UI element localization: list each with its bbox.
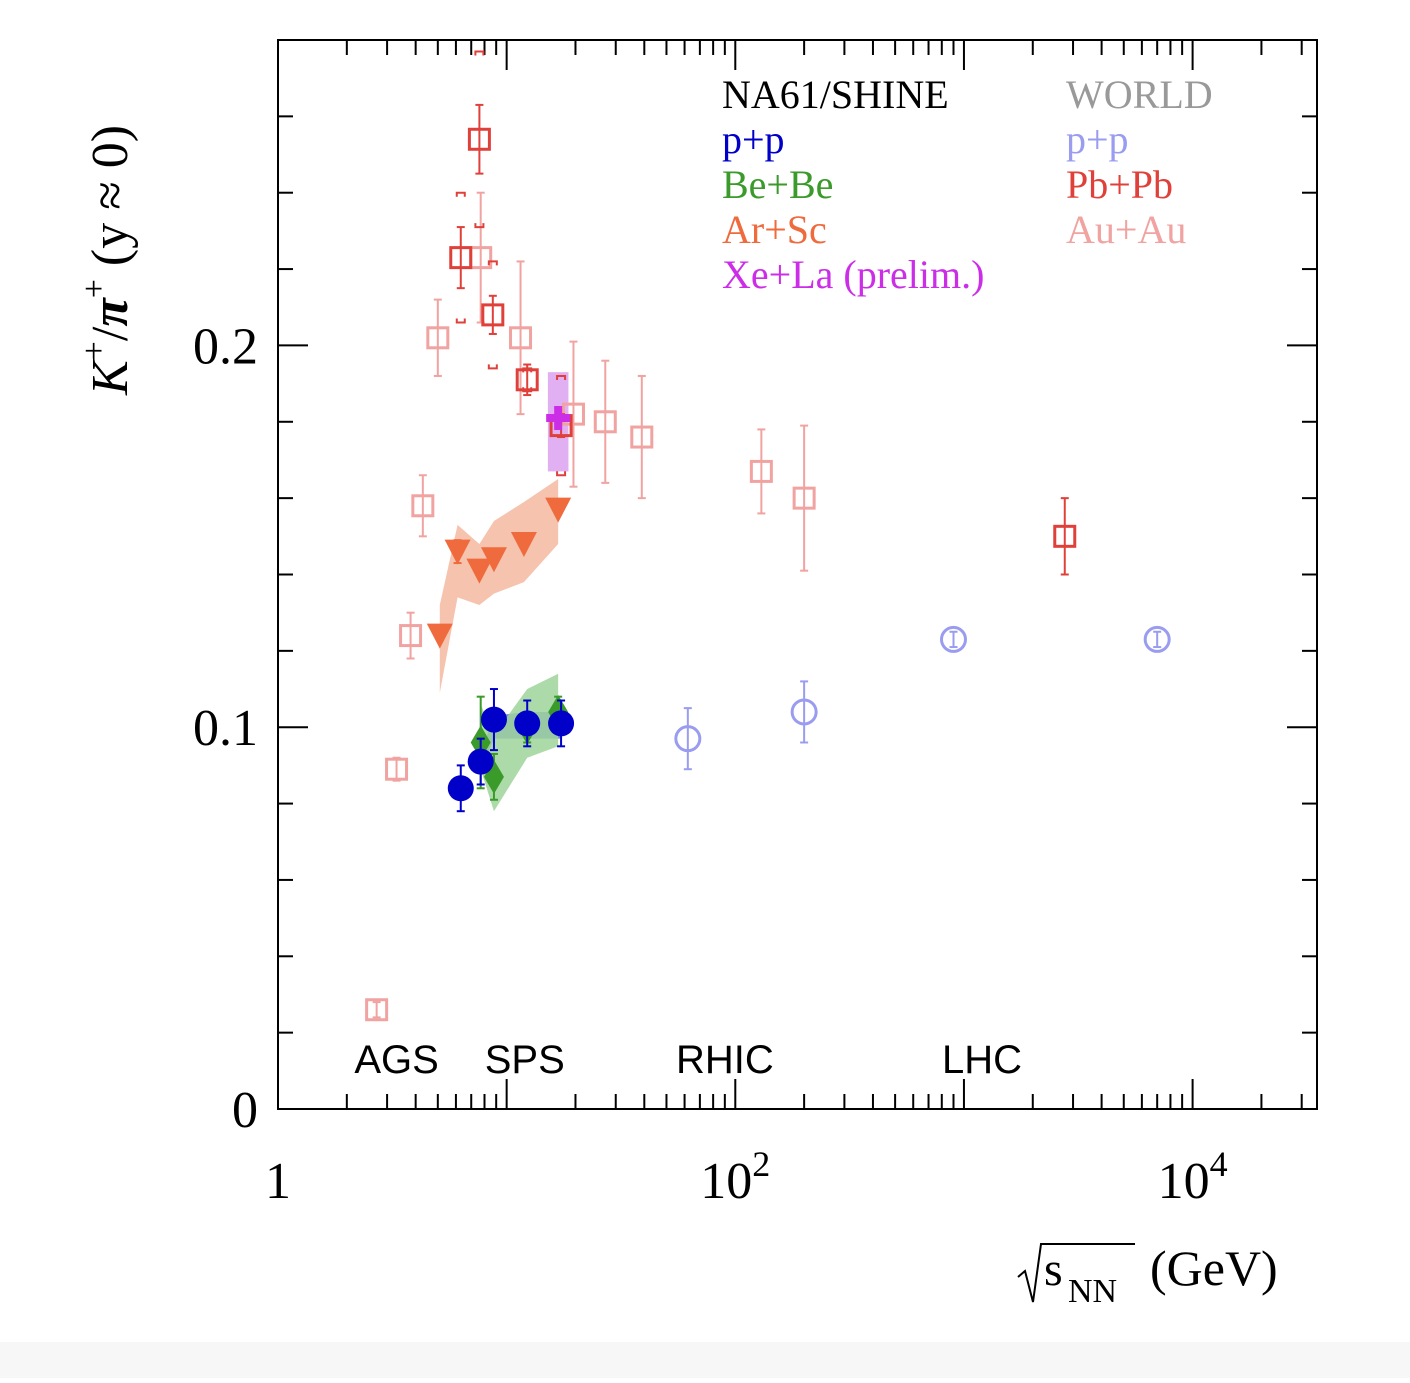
x-tick-label: 102: [700, 1144, 770, 1210]
x-axis-title: s NN (GeV): [1017, 1240, 1278, 1310]
legend-entry: Au+Au: [1066, 207, 1186, 252]
data-point: [630, 425, 654, 449]
data-point: [426, 623, 453, 649]
sys-bracket: [474, 223, 485, 229]
sys-bracket: [455, 318, 466, 324]
data-point: [546, 405, 571, 430]
legend-entry: Be+Be: [722, 162, 833, 207]
y-tick-label: 0.1: [193, 700, 258, 757]
data-point: [514, 710, 541, 737]
data-point: [411, 494, 435, 518]
data-point: [466, 558, 493, 584]
region-label-lhc: LHC: [942, 1038, 1022, 1082]
axes: 0 0.1 0.2 1 102 104: [193, 39, 1318, 1210]
data-point: [1143, 625, 1171, 653]
data-point: [674, 725, 702, 753]
series-world-au-au: [365, 191, 816, 1022]
sys-bracket: [487, 364, 498, 370]
data-point: [385, 757, 409, 781]
uncertainty-band: [439, 479, 559, 693]
data-point: [481, 303, 505, 327]
series-world-p-p: [674, 625, 1171, 771]
legend-entry: p+p: [1066, 117, 1129, 162]
bottom-strip: [0, 1342, 1410, 1378]
data-point: [548, 710, 575, 737]
x-axis-radicand: s: [1044, 1243, 1063, 1296]
data-point: [515, 368, 539, 392]
data-point: [480, 706, 507, 733]
data-point: [444, 539, 471, 565]
legend-entry: p+p: [722, 117, 785, 162]
data-point: [749, 459, 773, 483]
data-point: [399, 624, 423, 648]
legend-header-na61: NA61/SHINE: [722, 72, 949, 117]
sys-bracket: [556, 471, 567, 477]
region-label-sps: SPS: [485, 1038, 565, 1082]
x-axis-unit: (GeV): [1150, 1240, 1278, 1296]
data-point: [939, 625, 967, 653]
x-tick-label: 104: [1158, 1144, 1228, 1210]
region-label-ags: AGS: [354, 1038, 438, 1082]
data-point: [790, 698, 818, 726]
y-tick-label: 0: [232, 1082, 258, 1139]
data-point: [1053, 524, 1077, 548]
series-na61-shine-xe-la-prelim-: [546, 405, 571, 430]
data-point: [365, 998, 389, 1022]
legend-header-world: WORLD: [1066, 72, 1213, 117]
legend-entry: Pb+Pb: [1066, 162, 1173, 207]
y-axis-label: K+/π+ (y ≈ 0): [76, 125, 139, 396]
data-point: [510, 531, 537, 557]
data-point: [593, 410, 617, 434]
sys-bracket: [556, 374, 567, 380]
data-point: [426, 326, 450, 350]
region-label-rhic: RHIC: [676, 1038, 774, 1082]
legend-entry: Xe+La (prelim.): [722, 252, 984, 297]
x-axis-subscript: NN: [1068, 1273, 1117, 1310]
accelerator-labels: AGS SPS RHIC LHC: [354, 1038, 1022, 1082]
x-tick-label: 1: [265, 1153, 291, 1210]
data-point: [467, 748, 494, 775]
data-point: [545, 497, 572, 523]
sys-bracket: [487, 260, 498, 266]
data-point: [792, 486, 816, 510]
sys-bracket: [474, 50, 485, 56]
y-tick-label: 0.2: [193, 318, 258, 375]
data-point: [480, 547, 507, 573]
sys-bracket: [455, 191, 466, 197]
series-na61-shine-ar-sc: [426, 497, 572, 649]
data-point: [467, 127, 491, 151]
legend-entry: Ar+Sc: [722, 207, 827, 252]
data-point: [509, 326, 533, 350]
sqrt-symbol: [1017, 1243, 1135, 1303]
series-na61-shine-p-p: [447, 688, 575, 813]
data-point: [449, 246, 473, 270]
data-point: [447, 775, 474, 802]
y-axis-title: K+/π+ (y ≈ 0): [76, 125, 139, 396]
